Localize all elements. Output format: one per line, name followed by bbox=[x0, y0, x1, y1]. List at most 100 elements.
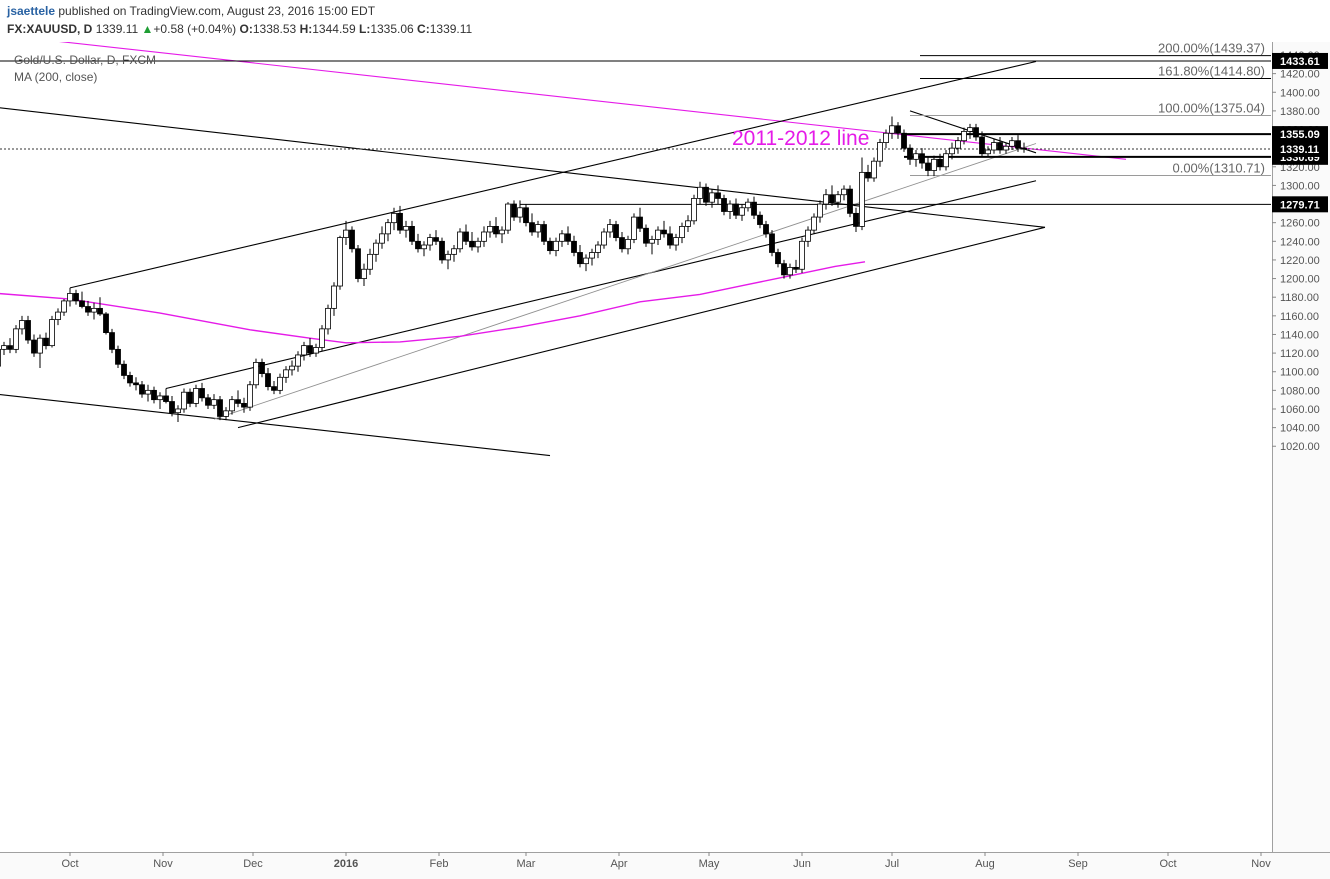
candle-body bbox=[289, 365, 295, 371]
candle-body bbox=[1009, 140, 1015, 147]
candle-body bbox=[679, 226, 685, 238]
candle-body bbox=[397, 212, 403, 231]
candle-body bbox=[265, 373, 271, 388]
high-label: H: bbox=[299, 22, 313, 36]
candle-body bbox=[103, 313, 109, 333]
candle-body bbox=[121, 363, 127, 376]
close-value: 1339.11 bbox=[429, 22, 473, 36]
candle-body bbox=[127, 375, 133, 384]
y-tick-label: 1080.00 bbox=[1280, 385, 1320, 397]
symbol-label[interactable]: FX:XAUUSD, D bbox=[7, 22, 93, 36]
candle-body bbox=[733, 203, 739, 216]
candle-body bbox=[529, 222, 535, 233]
candle-body bbox=[601, 231, 607, 246]
candle-body bbox=[577, 252, 583, 265]
candle-body bbox=[613, 224, 619, 238]
y-tick-label: 1040.00 bbox=[1280, 423, 1320, 435]
trendline bbox=[909, 110, 1037, 154]
candle-body bbox=[553, 240, 559, 252]
candle-body bbox=[787, 266, 793, 276]
candle-body bbox=[985, 149, 991, 155]
x-tick-label: Feb bbox=[430, 858, 449, 870]
candle-body bbox=[571, 240, 577, 253]
candle-body bbox=[823, 194, 829, 205]
trendline bbox=[237, 226, 1046, 429]
x-tick-label: Jun bbox=[793, 858, 811, 870]
candle-body bbox=[493, 226, 499, 235]
low-label: L: bbox=[358, 22, 371, 36]
candle-body bbox=[295, 354, 301, 367]
trendline bbox=[0, 394, 551, 457]
ohlc-bar: FX:XAUUSD, D 1339.11 ▲+0.58 (+0.04%) O:1… bbox=[7, 22, 472, 36]
candle-body bbox=[955, 140, 961, 149]
candle-body bbox=[445, 253, 451, 261]
y-tick-label: 1140.00 bbox=[1280, 329, 1319, 341]
candle-body bbox=[853, 212, 859, 227]
candle-body bbox=[229, 399, 235, 412]
candle-body bbox=[715, 192, 721, 199]
x-tick-label: 2016 bbox=[334, 858, 358, 870]
candle-body bbox=[457, 231, 463, 250]
trendline bbox=[165, 180, 1037, 390]
trendline bbox=[69, 60, 1037, 289]
candle-body bbox=[283, 369, 289, 378]
candle-body bbox=[667, 233, 673, 246]
x-tick-label: Oct bbox=[61, 858, 78, 870]
candle-body bbox=[889, 125, 895, 134]
candle-body bbox=[937, 158, 943, 168]
candle-body bbox=[517, 207, 523, 218]
close-label: C: bbox=[417, 22, 430, 36]
x-tick-label: Oct bbox=[1159, 858, 1176, 870]
candle-body bbox=[361, 268, 367, 279]
price-axis[interactable] bbox=[1272, 42, 1330, 852]
candle-body bbox=[385, 222, 391, 235]
candle-body bbox=[859, 171, 865, 227]
series-legend[interactable]: Gold/U.S. Dollar, D, FXCM bbox=[14, 53, 157, 67]
author-link[interactable]: jsaettele bbox=[7, 4, 56, 18]
y-tick-label: 1060.00 bbox=[1280, 404, 1320, 416]
y-tick-label: 1220.00 bbox=[1280, 255, 1320, 267]
candle-body bbox=[595, 244, 601, 253]
price-tag bbox=[1272, 140, 1328, 157]
price-tag bbox=[1272, 52, 1328, 69]
candle-body bbox=[325, 307, 331, 330]
time-axis[interactable] bbox=[0, 852, 1330, 879]
candle-body bbox=[883, 132, 889, 143]
ma-legend[interactable]: MA (200, close) bbox=[14, 70, 98, 84]
price-tag-label: 1339.11 bbox=[1280, 144, 1319, 156]
candle-body bbox=[931, 158, 937, 171]
candle-body bbox=[409, 226, 415, 242]
candle-body bbox=[217, 399, 223, 417]
candle-body bbox=[355, 248, 361, 279]
candle-body bbox=[199, 388, 205, 399]
candle-body bbox=[901, 132, 907, 149]
y-tick-label: 1020.00 bbox=[1280, 441, 1320, 453]
candle-body bbox=[79, 300, 85, 307]
candle-body bbox=[223, 410, 229, 417]
trendline bbox=[58, 42, 1127, 160]
open-value: 1338.53 bbox=[252, 22, 297, 36]
candle-body bbox=[727, 203, 733, 212]
candle-body bbox=[307, 345, 313, 354]
candle-body bbox=[655, 229, 661, 240]
candle-body bbox=[235, 399, 241, 404]
x-tick-label: May bbox=[699, 858, 720, 870]
candle-body bbox=[907, 147, 913, 160]
candle-body bbox=[661, 229, 667, 235]
candle-body bbox=[7, 345, 13, 350]
x-tick-label: Apr bbox=[610, 858, 627, 870]
candle-body bbox=[673, 237, 679, 246]
candle-body bbox=[1021, 147, 1027, 150]
candle-body bbox=[547, 240, 553, 252]
last-price: 1339.11 bbox=[95, 22, 139, 36]
y-tick-label: 1380.00 bbox=[1280, 106, 1320, 118]
x-tick-label: Aug bbox=[975, 858, 995, 870]
y-tick-label: 1180.00 bbox=[1280, 292, 1319, 304]
x-tick-label: Nov bbox=[153, 858, 173, 870]
candle-body bbox=[505, 203, 511, 231]
plot-area[interactable] bbox=[0, 36, 1271, 457]
up-arrow-icon: ▲ bbox=[141, 22, 154, 36]
fib-label: 161.80%(1414.80) bbox=[1158, 63, 1265, 78]
candle-body bbox=[865, 171, 871, 179]
